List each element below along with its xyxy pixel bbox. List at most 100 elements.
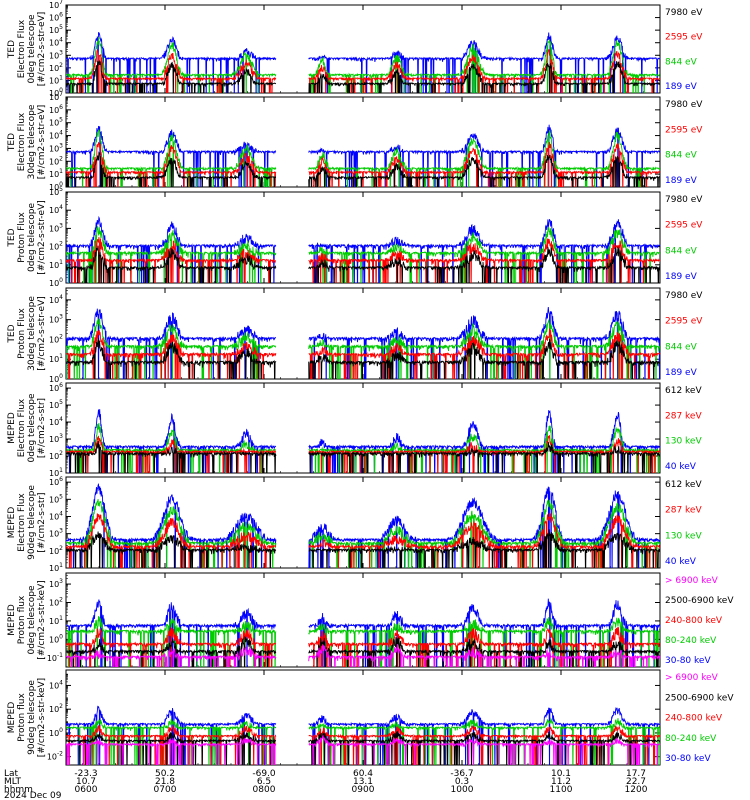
y-tick-label: 104 xyxy=(49,294,63,305)
legend-entry: 844 eV xyxy=(665,342,698,352)
y-tick-label: 101 xyxy=(49,168,63,179)
y-tick-label: 103 xyxy=(49,314,63,325)
y-axis-label-line: [#/cm2-s-str-keV] xyxy=(37,678,47,757)
flux-trace xyxy=(66,142,660,187)
legend-entry: > 6900 keV xyxy=(665,576,719,586)
x-axis-value: -23.3 xyxy=(74,769,97,779)
x-axis-value: 0600 xyxy=(75,785,98,795)
y-axis-label-line: [#/cm2-s-str-eV] xyxy=(37,200,47,275)
x-axis-value: 0800 xyxy=(253,785,276,795)
legend-entry: 2595 eV xyxy=(665,221,703,231)
legend-entry: 7980 eV xyxy=(665,291,703,301)
y-tick-label: 105 xyxy=(49,24,63,35)
traces xyxy=(66,483,660,568)
flux-trace xyxy=(66,598,660,667)
y-axis-label-line: MEPED xyxy=(7,702,17,734)
flux-trace xyxy=(66,499,660,568)
x-axis-value: 11.2 xyxy=(551,777,571,787)
y-tick-label: 101 xyxy=(49,615,63,626)
y-axis-label-line: Electron Flux xyxy=(17,19,27,78)
panel-3: 100 101 102 103 104 105 TED Proton Flux 0deg tel… xyxy=(7,186,703,288)
flux-trace xyxy=(66,226,660,283)
legend-entry: 2500-6900 keV xyxy=(665,693,734,703)
legend-entry: 240-800 keV xyxy=(665,714,723,724)
x-axis-value: -36.7 xyxy=(450,769,473,779)
y-tick-label: 100 xyxy=(49,633,63,644)
flux-trace xyxy=(66,59,660,93)
flux-trace xyxy=(66,124,660,187)
y-axis-label-line: 0deg telescope xyxy=(27,585,37,655)
traces xyxy=(66,409,660,473)
y-axis-label-line: [#/cm2-s-str-eV] xyxy=(37,105,47,180)
x-axis-row-label: MLT xyxy=(4,777,22,787)
y-axis-label-line: 0deg telescope xyxy=(27,14,37,84)
flux-trace xyxy=(66,318,660,379)
y-axis-label-line: Electron Flux xyxy=(17,493,27,552)
panel-5: 101 102 103 104 105 106 MEPED Electron Flux 0deg… xyxy=(7,382,702,478)
y-tick-label: 107 xyxy=(49,91,63,102)
legend-entry: 40 keV xyxy=(665,462,697,472)
y-axis-label-line: MEPED xyxy=(7,604,17,636)
flux-trace xyxy=(66,245,660,283)
y-axis-label-line: 90deg telescope xyxy=(27,680,37,755)
x-axis-value: 60.4 xyxy=(353,769,373,779)
x-axis-value: 0700 xyxy=(154,785,177,795)
panel-7: 10-1 100 101 102 103 MEPED Proton flux 0deg tel… xyxy=(7,572,734,668)
date-label: 2024 Dec 09 xyxy=(4,791,62,800)
legend-entry: 30-80 keV xyxy=(665,656,711,666)
y-tick-label: 103 xyxy=(49,49,63,60)
flux-trace xyxy=(66,409,660,473)
y-tick-label: 100 xyxy=(49,727,63,738)
y-axis-label-line: Proton flux xyxy=(17,595,27,644)
legend-entry: 189 eV xyxy=(665,272,698,282)
y-axis-label-line: Electron Flux xyxy=(17,398,27,457)
x-axis-row-label: hhmm xyxy=(4,785,33,795)
legend-entry: 844 eV xyxy=(665,57,698,67)
y-axis-label-line: 90deg telescope xyxy=(27,485,37,560)
traces xyxy=(66,598,660,667)
y-tick-label: 106 xyxy=(49,476,63,487)
y-tick-label: 100 xyxy=(49,87,63,98)
legend-entry: 7980 eV xyxy=(665,8,703,18)
y-tick-label: 10-1 xyxy=(47,652,63,663)
legend-entry: 844 eV xyxy=(665,246,698,256)
y-tick-label: 104 xyxy=(49,416,63,427)
y-axis-label-line: 30deg telescope xyxy=(27,104,37,179)
flux-trace xyxy=(66,129,660,187)
y-tick-label: 10-2 xyxy=(47,751,63,762)
flux-trace xyxy=(66,441,660,473)
y-tick-label: 103 xyxy=(49,433,63,444)
flux-trace xyxy=(66,236,660,283)
x-axis-value: -69.0 xyxy=(252,769,276,779)
flux-trace xyxy=(66,717,660,765)
x-axis-value: 1100 xyxy=(550,785,573,795)
legend-entry: 40 keV xyxy=(665,557,697,567)
legend-entry: 7980 eV xyxy=(665,100,703,110)
x-axis-value: 10.7 xyxy=(76,777,96,787)
flux-trace xyxy=(66,705,660,765)
y-tick-label: 101 xyxy=(49,467,63,478)
flux-trace xyxy=(66,36,660,93)
panel-4: 100 101 102 103 104 TED Proton Flux 30deg teles… xyxy=(7,287,703,384)
legend-entry: 287 keV xyxy=(665,506,702,516)
y-axis-label-line: TED xyxy=(7,324,17,343)
y-axis-label-line: 30deg telescope xyxy=(27,296,37,371)
x-axis-value: 10.1 xyxy=(551,769,571,779)
y-tick-label: 105 xyxy=(49,399,63,410)
y-axis-label-line: MEPED xyxy=(7,412,17,444)
y-axis-label-line: TED xyxy=(7,133,17,152)
y-tick-label: 106 xyxy=(49,12,63,23)
y-tick-label: 104 xyxy=(49,204,63,215)
legend-entry: 2595 eV xyxy=(665,317,703,327)
flux-trace xyxy=(66,627,660,667)
y-tick-label: 102 xyxy=(49,596,63,607)
y-tick-label: 101 xyxy=(49,353,63,364)
flux-trace xyxy=(66,151,660,187)
panel-6: 101 102 103 104 105 106 MEPED Electron Flux 90de… xyxy=(7,476,702,573)
y-tick-label: 105 xyxy=(49,186,63,197)
flux-trace xyxy=(66,307,660,379)
y-tick-label: 107 xyxy=(49,0,63,10)
y-axis-label-line: [#/cm2-s-str] xyxy=(37,398,47,458)
y-axis-label-line: [#/cm2-s-str-keV] xyxy=(37,580,47,659)
